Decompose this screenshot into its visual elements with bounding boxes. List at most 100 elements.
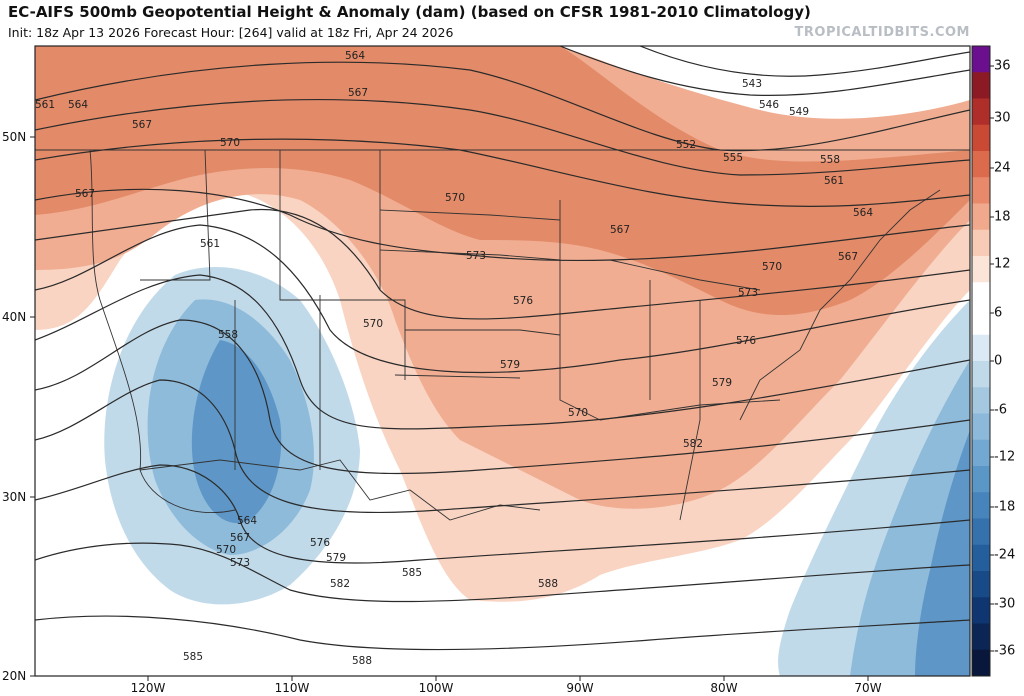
colorbar-tick-label: 0	[994, 353, 1003, 369]
colorbar-tick-label: -6	[994, 402, 1007, 418]
contour-label: 570	[762, 261, 782, 273]
contour-label: 576	[513, 295, 533, 307]
political-borders	[35, 149, 970, 521]
colorbar-swatch	[972, 518, 990, 546]
contour-label: 549	[789, 106, 809, 118]
contour-label: 585	[402, 567, 422, 579]
contour-label: 546	[759, 99, 779, 111]
colorbar-tick-label: -24	[994, 547, 1016, 563]
contour-label: 573	[738, 287, 758, 299]
latitude-label: 30N	[2, 490, 26, 504]
contour-label: 555	[723, 152, 743, 164]
latitude-label: 50N	[2, 130, 26, 144]
colorbar-swatch	[972, 413, 990, 441]
colorbar-swatch	[972, 151, 990, 178]
colorbar-swatch	[972, 177, 990, 204]
longitude-label: 70W	[854, 681, 881, 695]
colorbar-swatch	[972, 308, 990, 336]
contour-label: 582	[330, 578, 350, 590]
colorbar-swatch	[972, 98, 990, 126]
colorbar-swatch	[972, 492, 990, 519]
anomaly-fill	[35, 46, 970, 676]
colorbar-swatch	[972, 203, 990, 231]
contour-label: 564	[853, 207, 873, 219]
colorbar-swatch	[972, 623, 990, 651]
contour-label: 579	[500, 359, 520, 371]
contour-label: 576	[736, 335, 756, 347]
longitude-label: 120W	[131, 681, 166, 695]
map-frame	[34, 45, 971, 677]
colorbar-swatch	[972, 466, 990, 493]
contour-label: 573	[466, 250, 486, 262]
contour-label: 567	[75, 188, 95, 200]
colorbar-tick-label: 12	[994, 256, 1011, 272]
contour-label: 579	[712, 377, 732, 389]
contour-label: 543	[742, 78, 762, 90]
colorbar-tick-label: -36	[994, 643, 1016, 659]
latitude-label: 20N	[2, 669, 26, 683]
contour-label: 570	[363, 318, 383, 330]
contour-label: 564	[68, 99, 88, 111]
colorbar-swatch	[972, 544, 990, 572]
contour-value-labels: 561 5645675645675705675615585705705735765…	[35, 50, 873, 667]
contour-label: 570	[216, 544, 236, 556]
anomaly-colorbar	[971, 45, 994, 677]
colorbar-swatch	[972, 439, 990, 467]
colorbar-tick-label: 36	[994, 58, 1011, 74]
contour-label: 558	[820, 154, 840, 166]
colorbar-swatch	[972, 72, 990, 99]
contour-label: 567	[230, 532, 250, 544]
colorbar-swatch	[972, 282, 990, 309]
longitude-label: 100W	[419, 681, 454, 695]
contour-label: 564	[237, 515, 257, 527]
contour-label: 570	[445, 192, 465, 204]
longitude-label: 110W	[275, 681, 310, 695]
contour-label: 567	[348, 87, 368, 99]
colorbar-tick-label: 6	[994, 305, 1003, 321]
colorbar-swatch	[972, 229, 990, 257]
contour-label: 564	[345, 50, 365, 62]
colorbar-swatch	[972, 387, 990, 414]
map-title: EC-AIFS 500mb Geopotential Height & Anom…	[8, 3, 811, 21]
colorbar-swatch	[972, 256, 990, 283]
contour-label: 561	[824, 175, 844, 187]
contour-label: 588	[538, 578, 558, 590]
contour-label: 579	[326, 552, 346, 564]
colorbar-tick-label: 18	[994, 209, 1011, 225]
latitude-label: 40N	[2, 310, 26, 324]
colorbar-swatch	[972, 124, 990, 152]
contour-label: 585	[183, 651, 203, 663]
longitude-label: 90W	[566, 681, 593, 695]
contour-label: 558	[218, 329, 238, 341]
contour-label: 570	[568, 407, 588, 419]
contour-label: 552	[676, 139, 696, 151]
colorbar-swatch	[972, 597, 990, 624]
contour-label: 576	[310, 537, 330, 549]
contour-label: 567	[132, 119, 152, 131]
colorbar-tick-label: 24	[994, 160, 1011, 176]
colorbar-swatch	[972, 334, 990, 362]
colorbar-tick-label: -30	[994, 596, 1016, 612]
colorbar-tick-label: -18	[994, 499, 1016, 515]
contour-label: 582	[683, 438, 703, 450]
site-watermark: TROPICALTIDBITS.COM	[794, 25, 970, 40]
height-contours	[35, 46, 970, 651]
contour-label: 573	[230, 557, 250, 569]
latitude-labels: 50N 40N 30N 20N	[2, 130, 35, 683]
map-subtitle: Init: 18z Apr 13 2026 Forecast Hour: [26…	[8, 25, 454, 40]
colorbar-swatch	[972, 46, 990, 73]
contour-label: 561	[200, 238, 220, 250]
contour-label: 567	[838, 251, 858, 263]
colorbar-swatch	[972, 649, 990, 677]
contour-label: 561	[35, 99, 55, 111]
colorbar-swatch	[972, 571, 990, 598]
colorbar-swatch	[972, 361, 990, 388]
longitude-labels: 120W 110W 100W 90W 80W 70W	[131, 676, 882, 695]
contour-label: 588	[352, 655, 372, 667]
contour-label: 570	[220, 137, 240, 149]
colorbar-tick-label: -12	[994, 449, 1016, 465]
colorbar-tick-label: 30	[994, 110, 1011, 126]
contour-label: 567	[610, 224, 630, 236]
longitude-label: 80W	[710, 681, 737, 695]
